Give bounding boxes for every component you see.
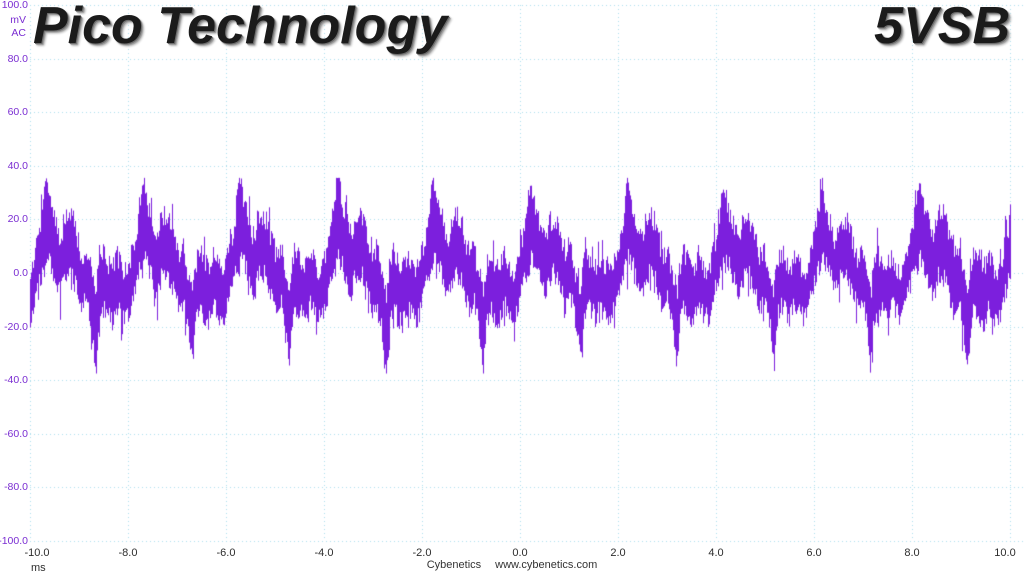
x-tick-label: -2.0 bbox=[412, 547, 432, 559]
x-tick-label: 8.0 bbox=[904, 547, 920, 559]
x-tick-label: 6.0 bbox=[806, 547, 822, 559]
y-tick-label: 100.0 bbox=[1, 0, 28, 11]
y-tick-label: -20.0 bbox=[4, 320, 28, 333]
x-tick-label: 10.0 bbox=[994, 547, 1016, 559]
y-tick-label: 60.0 bbox=[7, 106, 28, 119]
y-axis-unit-ac: AC bbox=[11, 27, 26, 39]
x-tick-label: 0.0 bbox=[512, 547, 528, 559]
x-tick-label: -6.0 bbox=[216, 547, 236, 559]
x-tick-label: 2.0 bbox=[610, 547, 626, 559]
y-tick-label: -80.0 bbox=[4, 481, 28, 494]
y-tick-label: 20.0 bbox=[7, 213, 28, 226]
x-axis-unit: ms bbox=[31, 562, 46, 574]
footer-brand: Cybenetics bbox=[426, 559, 482, 571]
x-tick-label: 4.0 bbox=[708, 547, 724, 559]
x-tick-label: -10.0 bbox=[24, 547, 50, 559]
x-tick-label: -4.0 bbox=[314, 547, 334, 559]
pico-technology-logo: Pico Technology bbox=[33, 0, 448, 55]
channel-label: 5VSB bbox=[874, 0, 1010, 55]
y-tick-label: -60.0 bbox=[4, 427, 28, 440]
footer-url: www.cybenetics.com bbox=[495, 559, 598, 571]
footer: Cybenetics www.cybenetics.com bbox=[0, 559, 1024, 572]
y-axis-unit-mv: mV bbox=[10, 14, 26, 26]
y-tick-label: 0.0 bbox=[13, 267, 28, 279]
y-tick-label: 40.0 bbox=[7, 159, 28, 172]
y-tick-label: 80.0 bbox=[7, 52, 28, 65]
x-tick-label: -8.0 bbox=[118, 547, 138, 559]
y-tick-label: -40.0 bbox=[4, 374, 28, 387]
y-tick-label: -100.0 bbox=[0, 535, 28, 547]
